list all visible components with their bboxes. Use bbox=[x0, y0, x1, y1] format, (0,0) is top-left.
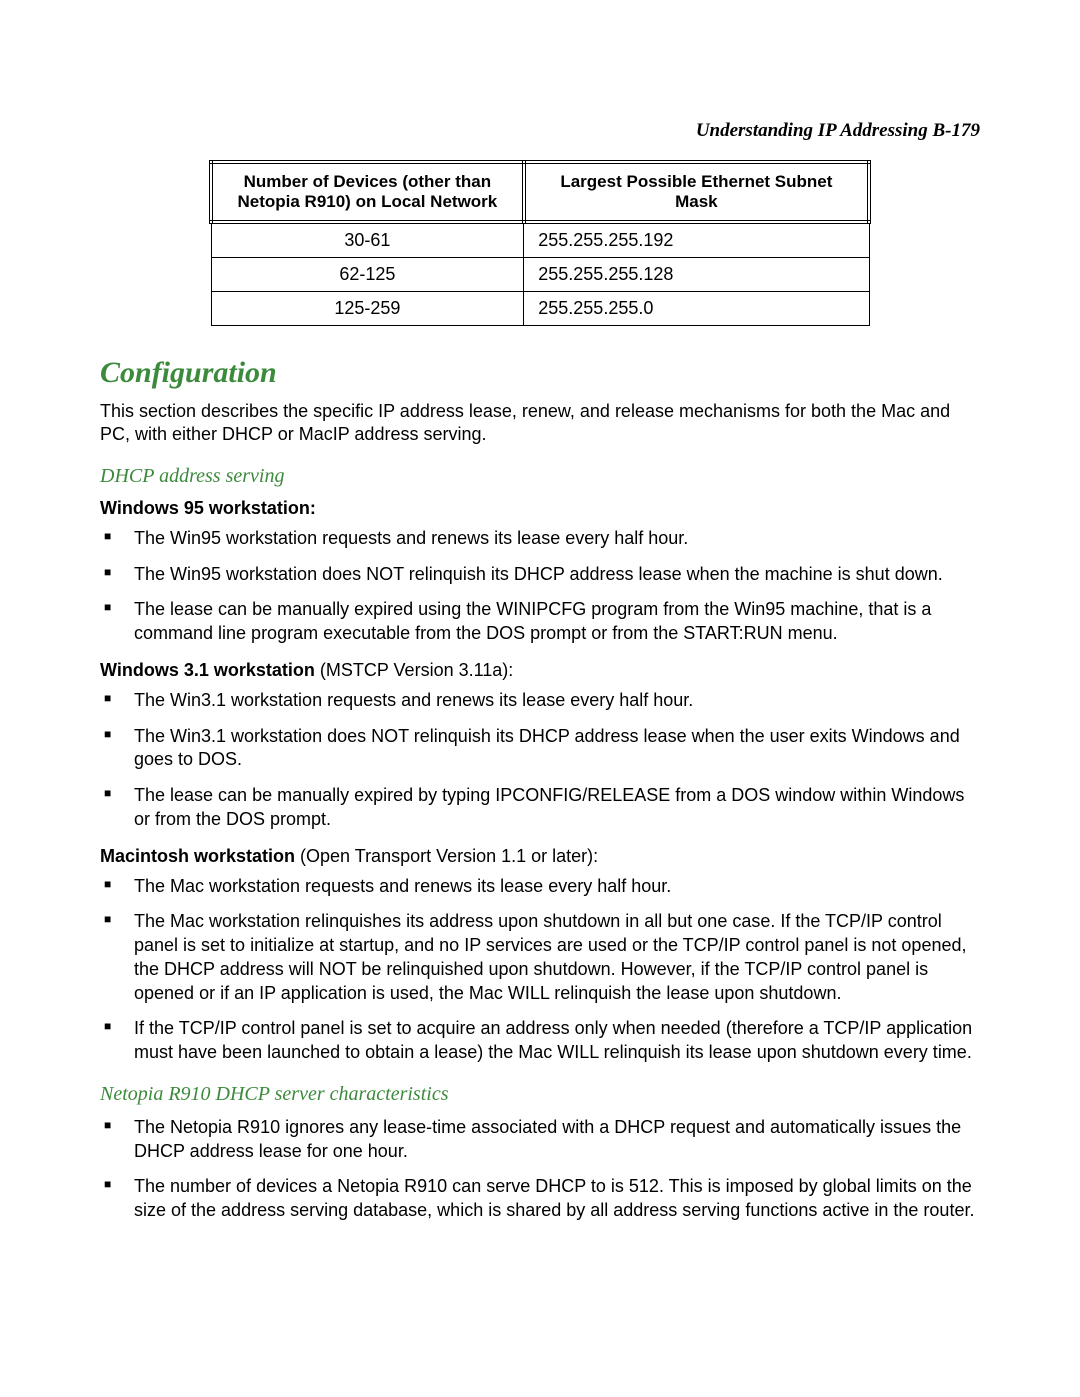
mac-label-bold: Macintosh workstation bbox=[100, 846, 295, 866]
table-row: 30-61 255.255.255.192 bbox=[211, 222, 869, 258]
table-row: 62-125 255.255.255.128 bbox=[211, 258, 869, 292]
list-item: The Win95 workstation does NOT relinquis… bbox=[100, 563, 980, 587]
table-header-mask: Largest Possible Ethernet Subnet Mask bbox=[524, 162, 869, 222]
table-header-row: Number of Devices (other than Netopia R9… bbox=[211, 162, 869, 222]
list-item: The Win3.1 workstation does NOT relinqui… bbox=[100, 725, 980, 773]
list-item: The Netopia R910 ignores any lease-time … bbox=[100, 1116, 980, 1164]
win95-label: Windows 95 workstation: bbox=[100, 498, 980, 519]
configuration-intro: This section describes the specific IP a… bbox=[100, 400, 980, 447]
heading-dhcp-address-serving: DHCP address serving bbox=[100, 465, 980, 488]
mac-label-rest: (Open Transport Version 1.1 or later): bbox=[295, 846, 598, 866]
table-cell-mask: 255.255.255.128 bbox=[524, 258, 869, 292]
mac-label: Macintosh workstation (Open Transport Ve… bbox=[100, 846, 980, 867]
win31-label-bold: Windows 3.1 workstation bbox=[100, 660, 315, 680]
win31-label: Windows 3.1 workstation (MSTCP Version 3… bbox=[100, 660, 980, 681]
mac-list: The Mac workstation requests and renews … bbox=[100, 875, 980, 1065]
win31-label-rest: (MSTCP Version 3.11a): bbox=[315, 660, 513, 680]
list-item: The lease can be manually expired by typ… bbox=[100, 784, 980, 832]
table-cell-mask: 255.255.255.0 bbox=[524, 292, 869, 326]
document-page: Understanding IP Addressing B-179 Number… bbox=[0, 0, 1080, 1397]
win95-list: The Win95 workstation requests and renew… bbox=[100, 527, 980, 646]
list-item: If the TCP/IP control panel is set to ac… bbox=[100, 1017, 980, 1065]
list-item: The Mac workstation relinquishes its add… bbox=[100, 910, 980, 1005]
table-header-devices: Number of Devices (other than Netopia R9… bbox=[211, 162, 524, 222]
r910-list: The Netopia R910 ignores any lease-time … bbox=[100, 1116, 980, 1223]
win31-list: The Win3.1 workstation requests and rene… bbox=[100, 689, 980, 832]
heading-configuration: Configuration bbox=[100, 356, 980, 390]
table-row: 125-259 255.255.255.0 bbox=[211, 292, 869, 326]
list-item: The Win3.1 workstation requests and rene… bbox=[100, 689, 980, 713]
table-cell-devices: 62-125 bbox=[211, 258, 524, 292]
list-item: The Mac workstation requests and renews … bbox=[100, 875, 980, 899]
list-item: The lease can be manually expired using … bbox=[100, 598, 980, 646]
subnet-table: Number of Devices (other than Netopia R9… bbox=[209, 160, 871, 326]
table-cell-devices: 125-259 bbox=[211, 292, 524, 326]
running-head: Understanding IP Addressing B-179 bbox=[100, 120, 980, 142]
table-cell-mask: 255.255.255.192 bbox=[524, 222, 869, 258]
list-item: The Win95 workstation requests and renew… bbox=[100, 527, 980, 551]
list-item: The number of devices a Netopia R910 can… bbox=[100, 1175, 980, 1223]
win95-label-bold: Windows 95 workstation: bbox=[100, 498, 316, 518]
heading-r910-characteristics: Netopia R910 DHCP server characteristics bbox=[100, 1083, 980, 1106]
table-cell-devices: 30-61 bbox=[211, 222, 524, 258]
